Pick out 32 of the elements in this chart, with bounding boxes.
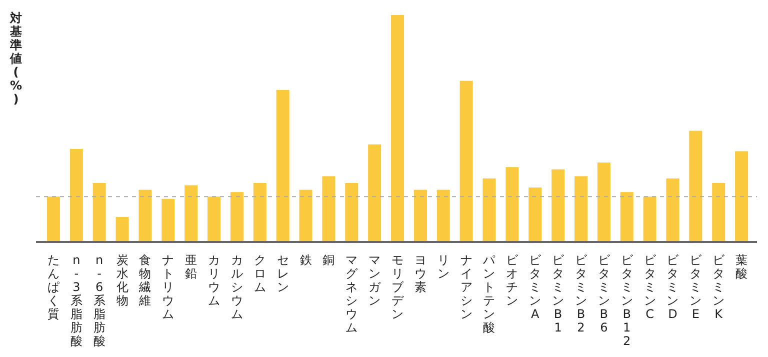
x-tick-label: マグネシウム bbox=[346, 253, 358, 334]
x-tick-label: 葉酸 bbox=[736, 253, 748, 280]
x-tick-label: カルシウム bbox=[230, 253, 243, 321]
x-tick-label: ビタミンB2 bbox=[574, 253, 587, 334]
x-tick-label: ビタミンK bbox=[712, 253, 725, 321]
x-tick-label: 食物繊維 bbox=[139, 253, 152, 308]
x-tick-label: 亜鉛 bbox=[185, 253, 198, 280]
x-tick-label: ナイアシン bbox=[460, 253, 472, 321]
x-tick-label: 炭水化物 bbox=[116, 253, 128, 308]
x-tick-label: n-6系脂肪酸 bbox=[93, 253, 106, 348]
y-axis-title: 対基準値(%) bbox=[10, 11, 22, 106]
x-tick-label: パントテン酸 bbox=[483, 253, 496, 334]
x-tick-label: ビタミンB12 bbox=[620, 253, 633, 348]
x-tick-label: ビタミンB1 bbox=[552, 253, 564, 334]
x-tick-label: モリブデン bbox=[392, 253, 404, 321]
x-tick-label: ビタミンE bbox=[690, 253, 702, 321]
x-tick-label: ビタミンA bbox=[529, 253, 542, 321]
x-tick-label: 鉄 bbox=[300, 253, 312, 267]
x-tick-label: ビオチン bbox=[506, 253, 518, 308]
x-tick-label: マンガン bbox=[368, 253, 381, 308]
x-tick-label: セレン bbox=[276, 253, 289, 294]
x-tick-label: ビタミンD bbox=[666, 253, 679, 321]
x-tick-label: ナトリウム bbox=[162, 253, 174, 321]
x-tick-label: 銅 bbox=[322, 253, 335, 267]
x-tick-label: ヨウ素 bbox=[414, 253, 426, 294]
x-tick-label: リン bbox=[437, 253, 450, 280]
x-tick-label: クロム bbox=[254, 253, 266, 294]
x-tick-label: たんぱく質 bbox=[47, 253, 60, 321]
x-tick-label: ビタミンC bbox=[644, 253, 656, 321]
x-tick-label: n-3系脂肪酸 bbox=[70, 253, 82, 348]
x-tick-label: カリウム bbox=[208, 253, 220, 308]
x-tick-label: ビタミンB6 bbox=[598, 253, 610, 334]
